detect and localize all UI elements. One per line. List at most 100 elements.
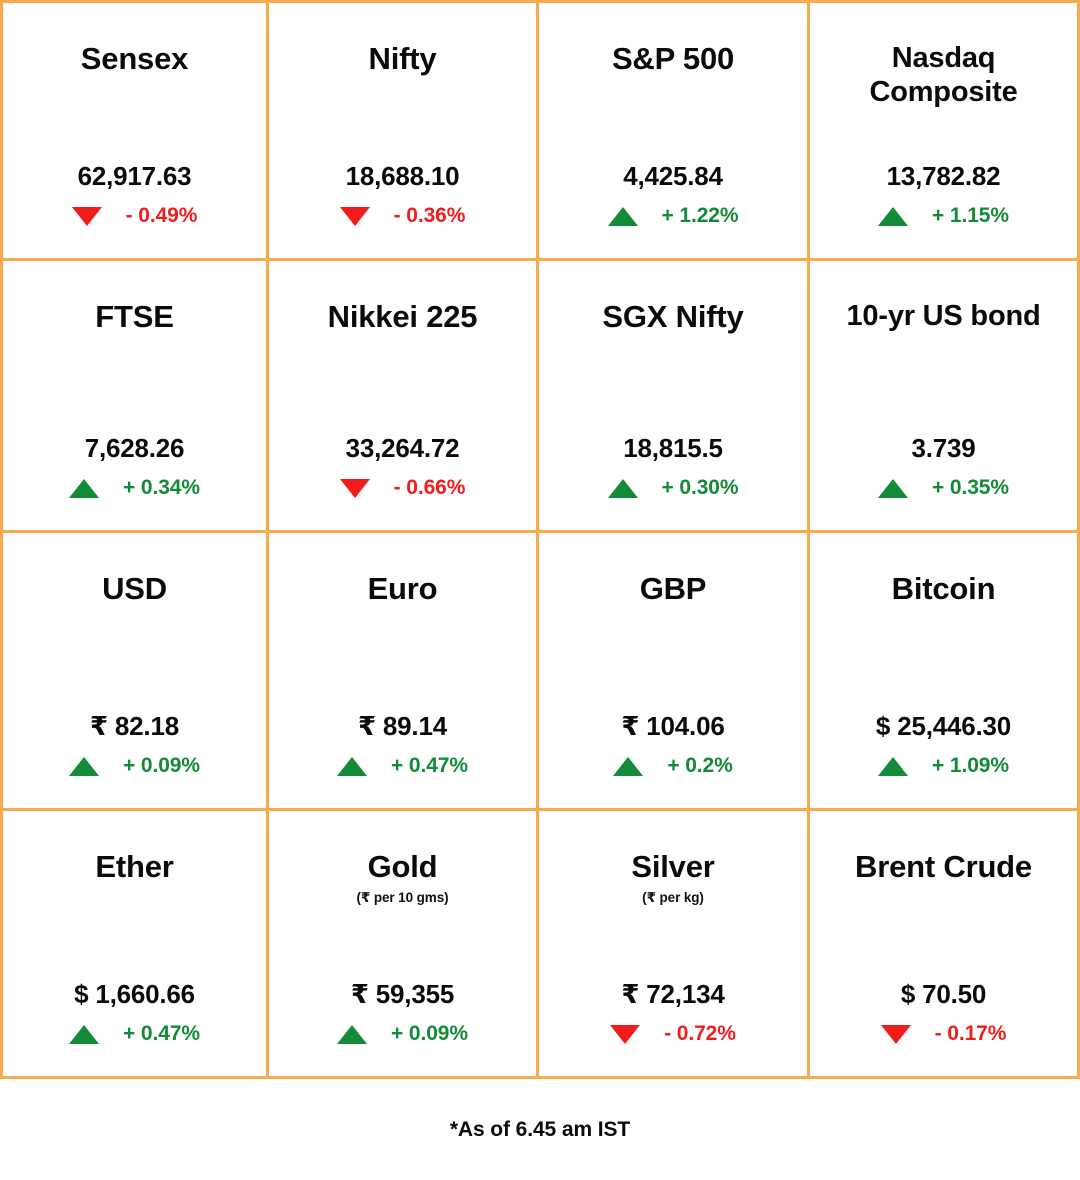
card-header: Euro — [275, 571, 530, 608]
market-card[interactable]: Ether $1,660.66 + 0.47% — [3, 811, 269, 1076]
market-card[interactable]: Brent Crude $70.50 - 0.17% — [810, 811, 1077, 1076]
footer: *As of 6.45 am IST — [0, 1079, 1080, 1180]
card-change: + 0.47% — [337, 754, 468, 778]
card-title: Brent Crude — [855, 849, 1032, 884]
change-percent: + 0.34% — [123, 476, 200, 499]
change-percent: + 1.15% — [932, 204, 1009, 227]
card-title: Ether — [95, 849, 174, 884]
triangle-down-icon — [339, 206, 370, 226]
card-value: 33,264.72 — [346, 433, 460, 464]
value-number: 70.50 — [922, 979, 987, 1009]
card-header: Silver (₹ per kg) — [545, 849, 801, 906]
card-header: Nifty — [275, 41, 530, 78]
market-grid: Sensex 62,917.63 - 0.49% Nifty 18,688.10 - 0.… — [0, 0, 1080, 1079]
card-header: Sensex — [9, 41, 260, 78]
currency-symbol: ₹ — [358, 711, 376, 741]
change-percent: - 0.36% — [393, 204, 466, 227]
card-footer: ₹72,134 - 0.72% — [545, 979, 801, 1046]
card-value: ₹59,355 — [351, 979, 454, 1010]
currency-symbol: ₹ — [621, 711, 640, 741]
value-number: 13,782.82 — [886, 161, 1001, 191]
card-header: Brent Crude — [816, 849, 1071, 886]
card-title: Silver — [631, 849, 715, 884]
card-header: Nikkei 225 — [275, 299, 530, 336]
change-percent: + 0.47% — [391, 754, 468, 777]
triangle-up-icon — [69, 756, 100, 776]
card-value: $1,660.66 — [74, 979, 195, 1010]
change-percent: + 1.09% — [932, 754, 1009, 777]
value-number: 1,660.66 — [95, 979, 195, 1009]
change-percent: + 0.09% — [123, 754, 200, 777]
card-title: S&P 500 — [611, 41, 735, 76]
card-title: Euro — [367, 571, 438, 606]
card-value: $70.50 — [900, 979, 987, 1010]
card-footer: $1,660.66 + 0.47% — [9, 979, 260, 1046]
market-card[interactable]: Nikkei 225 33,264.72 - 0.66% — [269, 261, 539, 533]
value-number: 33,264.72 — [345, 433, 460, 463]
card-title: 10-yr US bond — [846, 300, 1041, 332]
card-change: + 0.35% — [878, 476, 1009, 500]
card-value: $25,446.30 — [876, 711, 1011, 742]
change-percent: - 0.72% — [664, 1022, 736, 1045]
value-number: 104.06 — [646, 711, 725, 741]
card-change: + 1.09% — [878, 754, 1009, 778]
market-card[interactable]: Nasdaq Composite 13,782.82 + 1.15% — [810, 3, 1077, 261]
market-card[interactable]: SGX Nifty 18,815.5 + 0.30% — [539, 261, 810, 533]
card-change: + 0.30% — [607, 476, 739, 500]
currency-symbol: ₹ — [350, 979, 369, 1009]
card-change: - 0.36% — [339, 204, 466, 228]
card-change: + 0.09% — [69, 754, 200, 778]
card-change: + 0.47% — [69, 1022, 200, 1046]
change-percent: + 0.09% — [391, 1022, 468, 1045]
market-card[interactable]: GBP ₹104.06 + 0.2% — [539, 533, 810, 811]
card-title: Sensex — [80, 41, 189, 76]
triangle-up-icon — [613, 756, 644, 776]
card-value: 13,782.82 — [887, 161, 1001, 192]
card-footer: 18,688.10 - 0.36% — [275, 161, 530, 228]
card-footer: ₹104.06 + 0.2% — [545, 711, 801, 778]
card-value: ₹82.18 — [90, 711, 179, 742]
card-value: 3.739 — [911, 433, 975, 464]
card-title: GBP — [639, 571, 707, 606]
triangle-down-icon — [880, 1024, 911, 1044]
card-header: USD — [9, 571, 260, 608]
card-footer: 33,264.72 - 0.66% — [275, 433, 530, 500]
market-card[interactable]: Gold (₹ per 10 gms) ₹59,355 + 0.09% — [269, 811, 539, 1076]
card-footer: $70.50 - 0.17% — [816, 979, 1071, 1046]
triangle-up-icon — [878, 478, 909, 498]
card-footer: ₹59,355 + 0.09% — [275, 979, 530, 1046]
card-header: 10-yr US bond — [816, 299, 1071, 333]
card-footer: 3.739 + 0.35% — [816, 433, 1071, 500]
card-value: 18,688.10 — [346, 161, 460, 192]
market-card[interactable]: USD ₹82.18 + 0.09% — [3, 533, 269, 811]
card-value: ₹89.14 — [358, 711, 447, 742]
change-percent: - 0.49% — [125, 204, 198, 227]
market-card[interactable]: Bitcoin $25,446.30 + 1.09% — [810, 533, 1077, 811]
card-header: SGX Nifty — [545, 299, 801, 336]
market-card[interactable]: Euro ₹89.14 + 0.47% — [269, 533, 539, 811]
value-number: 18,688.10 — [345, 161, 460, 191]
card-change: + 0.2% — [613, 754, 733, 778]
card-value: ₹72,134 — [621, 979, 724, 1010]
market-card[interactable]: Nifty 18,688.10 - 0.36% — [269, 3, 539, 261]
card-title: USD — [102, 571, 167, 606]
currency-symbol: $ — [900, 979, 916, 1009]
market-card[interactable]: FTSE 7,628.26 + 0.34% — [3, 261, 269, 533]
market-card[interactable]: Sensex 62,917.63 - 0.49% — [3, 3, 269, 261]
value-number: 3.739 — [911, 433, 976, 463]
card-footer: 7,628.26 + 0.34% — [9, 433, 260, 500]
market-card[interactable]: S&P 500 4,425.84 + 1.22% — [539, 3, 810, 261]
card-change: + 0.09% — [337, 1022, 468, 1046]
triangle-up-icon — [337, 756, 368, 776]
card-value: 4,425.84 — [623, 161, 723, 192]
market-card[interactable]: 10-yr US bond 3.739 + 0.35% — [810, 261, 1077, 533]
triangle-down-icon — [71, 206, 102, 226]
currency-symbol: ₹ — [90, 711, 108, 741]
card-change: - 0.17% — [880, 1022, 1006, 1046]
value-number: 72,134 — [646, 979, 725, 1009]
triangle-up-icon — [878, 756, 909, 776]
card-title: Gold — [367, 849, 438, 884]
card-change: - 0.66% — [339, 476, 465, 500]
market-card[interactable]: Silver (₹ per kg) ₹72,134 - 0.72% — [539, 811, 810, 1076]
